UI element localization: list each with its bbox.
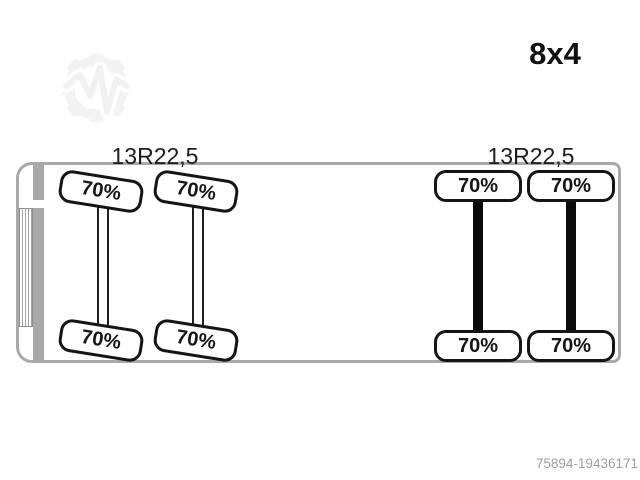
tire-rear-axle2-top: 70% bbox=[527, 170, 615, 202]
gear-logo-icon bbox=[58, 50, 134, 126]
vehicle-config-label: 8x4 bbox=[529, 36, 581, 71]
cab-notch bbox=[33, 200, 44, 208]
steering-axle2-line bbox=[192, 200, 194, 331]
tire-rear-axle2-bottom: 70% bbox=[527, 330, 615, 362]
steering-axle1-line bbox=[107, 200, 109, 331]
tire-rear-axle1-bottom: 70% bbox=[434, 330, 522, 362]
steering-axle2-line bbox=[202, 200, 204, 331]
tire-size-label-rear: 13R22,5 bbox=[487, 143, 575, 169]
tire-rear-axle1-top: 70% bbox=[434, 170, 522, 202]
drive-axle1-bar bbox=[473, 194, 483, 342]
cab-block bbox=[33, 165, 44, 360]
drive-axle2-bar bbox=[566, 194, 576, 342]
front-grille bbox=[19, 208, 33, 327]
listing-id-watermark: 75894-19436171 bbox=[535, 456, 638, 471]
tire-size-label-front: 13R22,5 bbox=[111, 143, 199, 169]
steering-axle1-line bbox=[97, 200, 99, 331]
